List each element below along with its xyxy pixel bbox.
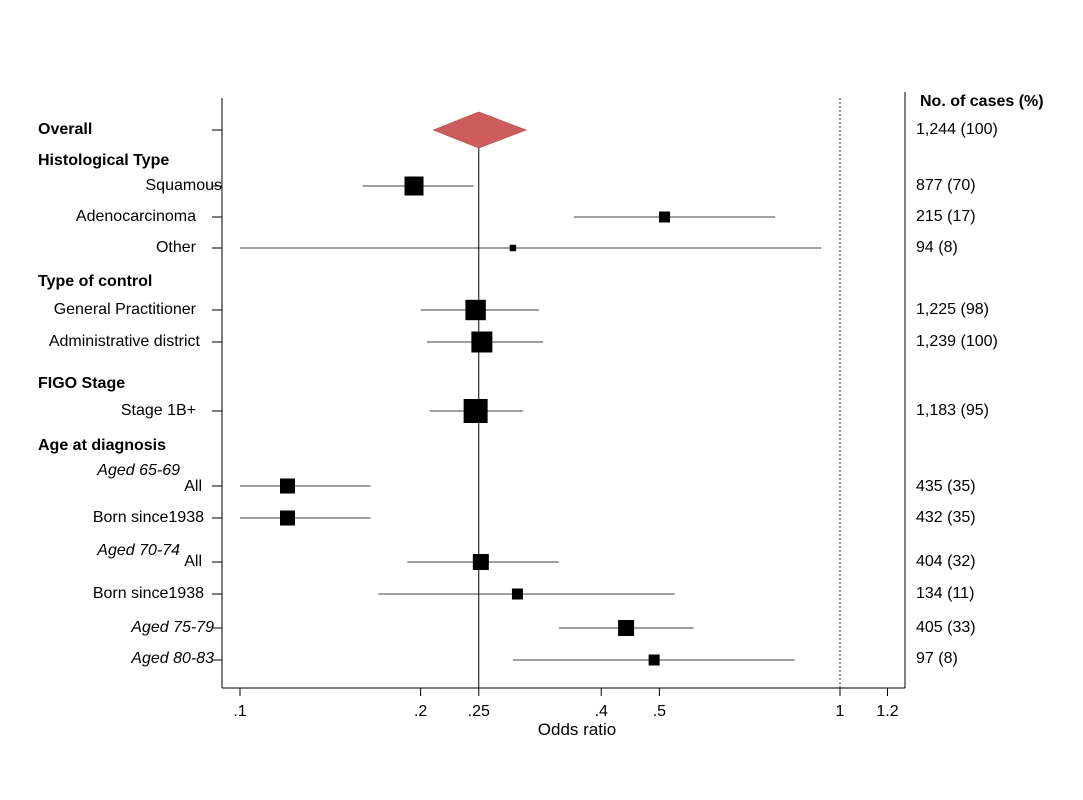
row-label-aged-80-83: Aged 80-83	[131, 650, 214, 667]
point-estimate-marker	[648, 654, 660, 666]
row-label-type-of-control: Type of control	[38, 273, 153, 290]
overall-diamond	[432, 111, 528, 149]
count-all-70-74: 404 (32)	[916, 553, 976, 570]
row-label-stage-1b: Stage 1B+	[120, 402, 196, 419]
x-axis-title: Odds ratio	[537, 720, 617, 739]
point-estimate-marker	[511, 588, 523, 600]
point-estimate-marker	[618, 620, 635, 636]
x-tick-label: .5	[652, 703, 667, 720]
point-estimate-marker	[465, 299, 486, 321]
row-label-born-since-1938-70-74: Born since1938	[92, 585, 204, 602]
count-overall: 1,244 (100)	[916, 121, 998, 138]
row-label-overall: Overall	[38, 121, 93, 138]
x-tick-label: .25	[467, 703, 490, 720]
row-label-aged-70-74: Aged 70-74	[97, 542, 180, 559]
row-label-aged-65-69: Aged 65-69	[97, 462, 180, 479]
row-label-aged-75-79: Aged 75-79	[131, 619, 214, 636]
row-label-all-65-69: All	[184, 478, 202, 495]
count-stage-1b: 1,183 (95)	[916, 402, 989, 419]
row-label-figo-stage: FIGO Stage	[38, 375, 126, 392]
row-label-born-since-1938-65-69: Born since1938	[92, 509, 204, 526]
point-estimate-marker	[404, 176, 424, 196]
row-label-squamous: Squamous	[145, 177, 223, 194]
x-tick-label: .2	[413, 703, 428, 720]
point-estimate-marker	[659, 211, 671, 223]
point-estimate-marker	[280, 510, 296, 526]
row-label-general-practitioner: General Practitioner	[53, 301, 196, 318]
row-label-histological-type: Histological Type	[38, 152, 170, 169]
row-label-adenocarcinoma: Adenocarcinoma	[75, 208, 196, 225]
row-label-administrative-district: Administrative district	[48, 333, 200, 350]
count-born-since-1938-65-69: 432 (35)	[916, 509, 976, 526]
count-squamous: 877 (70)	[916, 177, 976, 194]
row-label-all-70-74: All	[184, 553, 202, 570]
x-tick-label: .4	[594, 703, 608, 720]
row-label-other: Other	[155, 239, 196, 256]
point-estimate-marker	[509, 244, 517, 252]
point-estimate-marker	[471, 331, 493, 353]
x-tick-label: 1.2	[876, 703, 899, 720]
count-adenocarcinoma: 215 (17)	[916, 208, 976, 225]
x-tick-label: 1	[835, 703, 845, 720]
count-general-practitioner: 1,225 (98)	[916, 301, 989, 318]
point-estimate-marker	[463, 399, 488, 423]
point-estimate-marker	[472, 554, 489, 570]
count-aged-75-79: 405 (33)	[916, 619, 976, 636]
count-other: 94 (8)	[916, 239, 958, 256]
count-aged-80-83: 97 (8)	[916, 650, 958, 667]
count-administrative-district: 1,239 (100)	[916, 333, 998, 350]
count-all-65-69: 435 (35)	[916, 478, 976, 495]
count-born-since-1938-70-74: 134 (11)	[916, 585, 975, 602]
x-tick-label: .1	[233, 703, 247, 720]
count-column-header: No. of cases (%)	[920, 93, 1044, 110]
point-estimate-marker	[280, 478, 296, 494]
row-label-age-at-diagnosis: Age at diagnosis	[38, 437, 167, 454]
